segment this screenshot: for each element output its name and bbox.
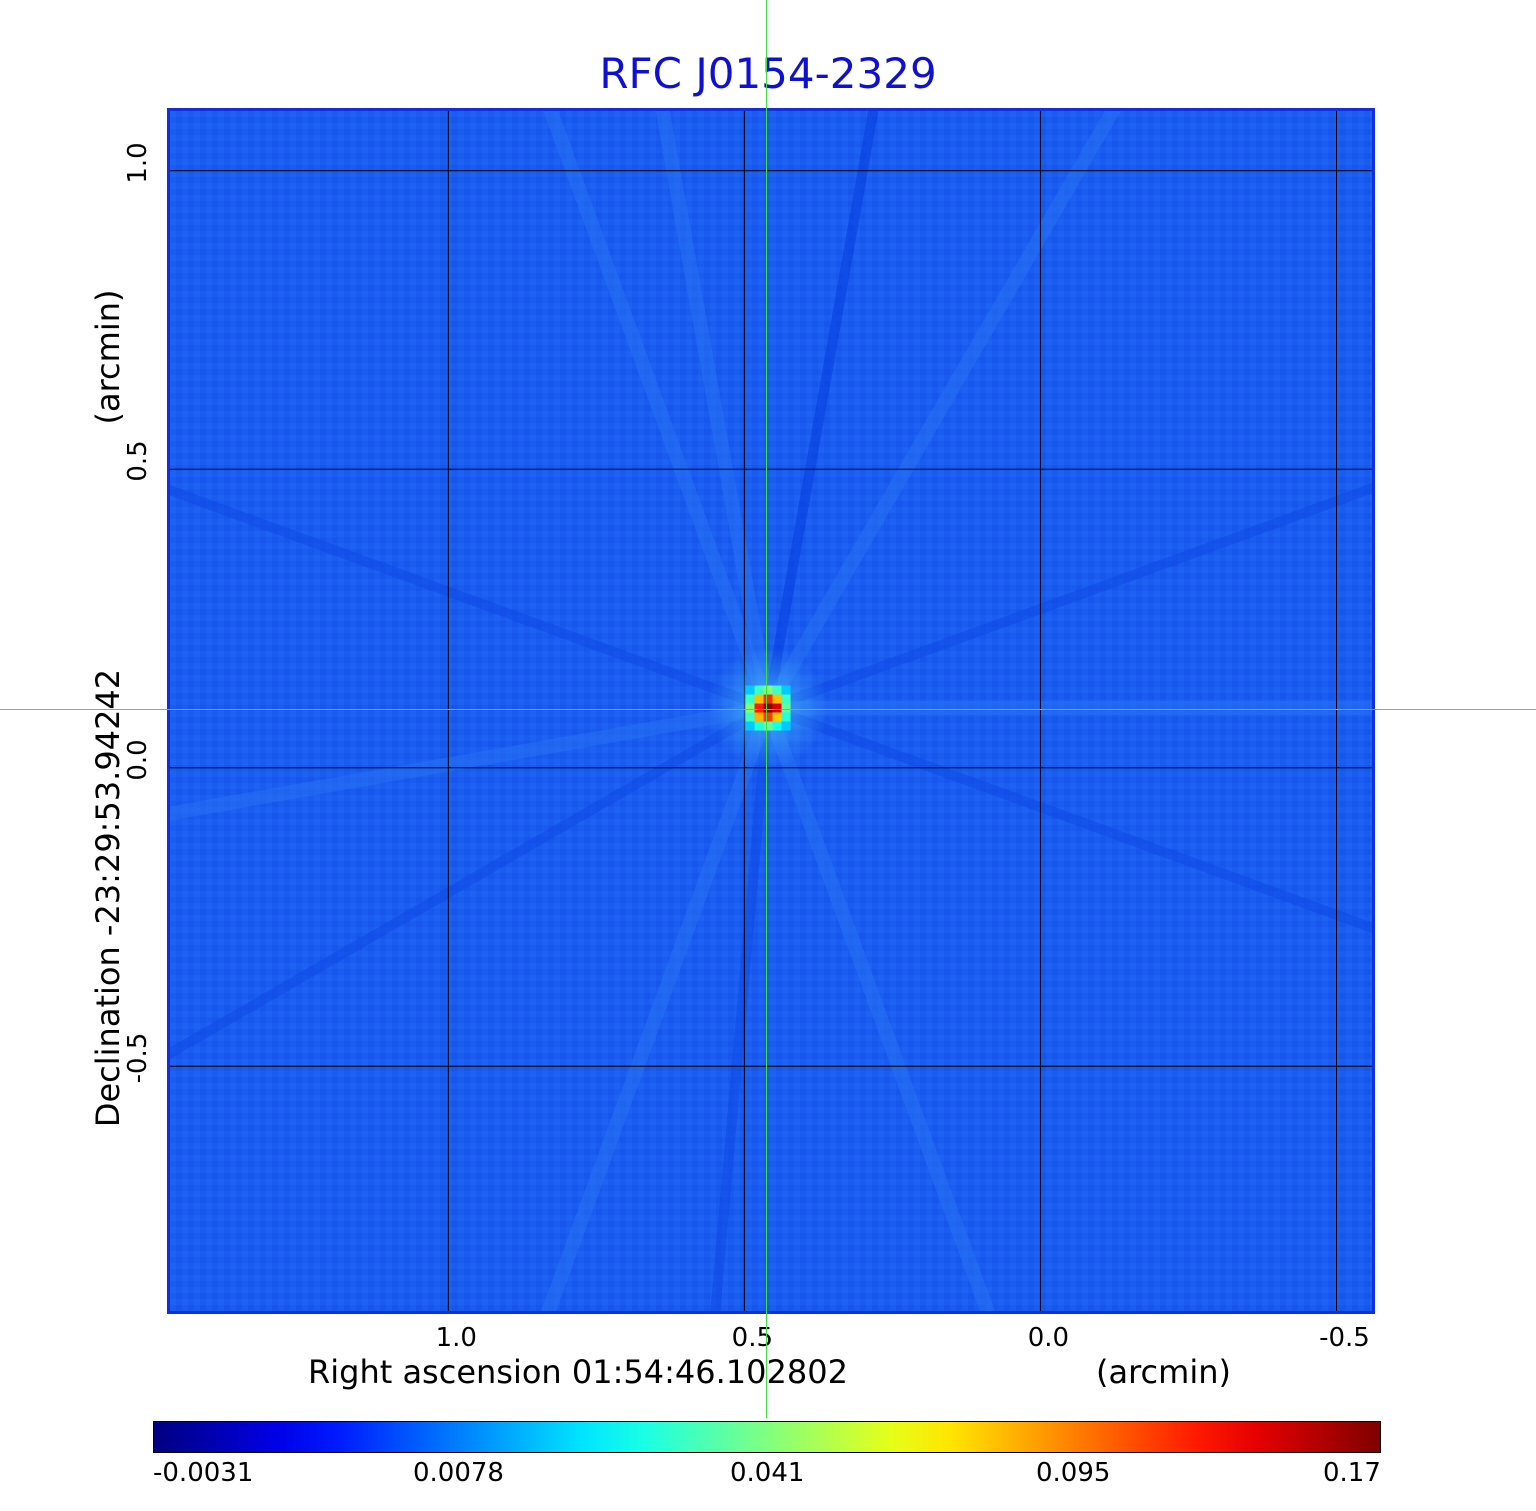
radio-source (708, 648, 829, 769)
sidelobe-ray (655, 111, 775, 710)
sidelobe-ray (766, 703, 1372, 934)
source-pixel (763, 721, 773, 731)
y-tick-label: -0.5 (123, 1032, 153, 1084)
colorbar (153, 1421, 1381, 1453)
source-pixel (745, 694, 755, 704)
source-pixel (781, 685, 791, 695)
sidelobe-ray (766, 482, 1372, 713)
sidelobe-ray (170, 485, 770, 713)
colorbar-tick-label: -0.0031 (153, 1458, 254, 1488)
colorbar-tick-label: 0.17 (1323, 1458, 1381, 1488)
sidelobe-ray (763, 111, 879, 709)
sky-map[interactable] (167, 108, 1375, 1314)
y-axis-label: Declination -23:29:53.94242 (89, 668, 127, 1128)
source-pixel (745, 721, 755, 731)
sidelobe-ray (170, 703, 771, 1060)
crosshair-horizontal (0, 709, 1536, 710)
source-pixel (763, 703, 773, 713)
y-tick-label: 0.5 (123, 440, 153, 482)
source-pixel (763, 685, 773, 695)
colorbar-tick-label: 0.041 (730, 1458, 805, 1488)
source-pixel (781, 712, 791, 722)
source-pixel (754, 685, 764, 695)
map-title: RFC J0154-2329 (599, 49, 937, 98)
source-pixel (781, 694, 791, 704)
x-tick-label: -0.5 (1319, 1323, 1370, 1353)
y-axis-unit: (arcmin) (89, 289, 127, 425)
source-pixel (772, 721, 782, 731)
sidelobe-rays (170, 111, 1372, 1311)
sidelobe-ray (761, 111, 1121, 712)
source-pixel (754, 694, 764, 704)
y-tick-label: 1.0 (123, 142, 153, 184)
x-tick-label: 0.0 (1027, 1323, 1070, 1353)
colorbar-tick-label: 0.095 (1036, 1458, 1111, 1488)
source-pixel (745, 703, 755, 713)
x-axis-unit: (arcmin) (1096, 1353, 1231, 1391)
source-pixel (754, 721, 764, 731)
sidelobe-ray (170, 701, 770, 821)
source-pixel (781, 721, 791, 731)
source-pixel (754, 703, 764, 713)
sidelobe-ray (761, 705, 995, 1311)
grid-lines (170, 111, 1372, 1311)
x-axis-label: Right ascension 01:54:46.102802 (308, 1353, 848, 1391)
sidelobe-ray (541, 705, 775, 1311)
source-pixel (763, 712, 773, 722)
source-pixel (772, 694, 782, 704)
source-pixel (772, 703, 782, 713)
sky-map-image (170, 111, 1372, 1311)
source-pixel (745, 712, 755, 722)
colorbar-tick-label: 0.0078 (413, 1458, 504, 1488)
source-pixel (745, 685, 755, 695)
x-tick-label: 1.0 (435, 1323, 477, 1353)
source-pixel (754, 712, 764, 722)
source-pixel (772, 685, 782, 695)
sidelobe-ray (543, 111, 775, 711)
source-pixel (781, 703, 791, 713)
y-tick-label: 0.0 (123, 739, 153, 781)
sidelobe-ray (710, 707, 774, 1311)
source-pixel (772, 712, 782, 722)
sidelobe-ray (763, 111, 879, 709)
crosshair-vertical (766, 0, 767, 1418)
source-pixel (763, 694, 773, 704)
